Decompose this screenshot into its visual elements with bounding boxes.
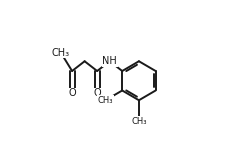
- Text: CH₃: CH₃: [131, 117, 147, 126]
- Text: O: O: [93, 88, 101, 98]
- Text: O: O: [68, 88, 76, 98]
- Text: NH: NH: [102, 56, 117, 66]
- Text: CH₃: CH₃: [98, 96, 113, 105]
- Text: CH₃: CH₃: [52, 48, 70, 58]
